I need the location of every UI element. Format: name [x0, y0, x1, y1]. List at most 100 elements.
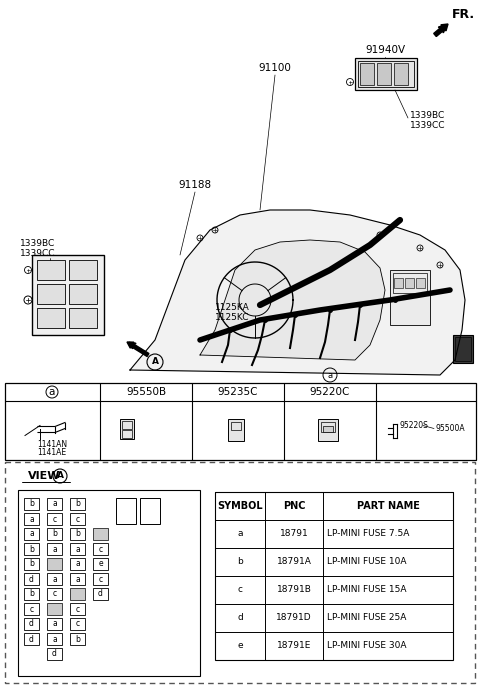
Text: b: b: [29, 590, 34, 599]
Text: 18791A: 18791A: [276, 557, 312, 566]
Bar: [70, 588, 85, 600]
Text: c: c: [75, 605, 80, 614]
Bar: [70, 618, 85, 630]
Text: a: a: [52, 574, 57, 583]
Bar: [37, 308, 65, 328]
Text: 95220C: 95220C: [310, 387, 350, 397]
Bar: [24, 543, 39, 555]
Text: LP-MINI FUSE 7.5A: LP-MINI FUSE 7.5A: [327, 530, 409, 539]
Bar: [24, 573, 39, 585]
Text: LP-MINI FUSE 25A: LP-MINI FUSE 25A: [327, 614, 407, 623]
Text: b: b: [29, 544, 34, 554]
Bar: [70, 528, 85, 540]
Text: 1125KC: 1125KC: [215, 312, 250, 321]
FancyArrow shape: [434, 24, 448, 36]
Text: A: A: [57, 471, 63, 480]
Text: a: a: [75, 559, 80, 568]
Text: c: c: [98, 574, 103, 583]
Bar: [47, 618, 62, 630]
Text: a: a: [52, 544, 57, 554]
Text: a: a: [29, 530, 34, 539]
Text: b: b: [29, 559, 34, 568]
Text: SYMBOL: SYMBOL: [217, 501, 263, 511]
Text: LP-MINI FUSE 30A: LP-MINI FUSE 30A: [327, 641, 407, 650]
Text: b: b: [52, 530, 57, 539]
Bar: [321, 422, 335, 431]
Bar: [140, 498, 160, 524]
Text: 1141AE: 1141AE: [37, 448, 67, 457]
Text: a: a: [237, 530, 243, 539]
Bar: [453, 335, 473, 363]
Bar: [47, 573, 62, 585]
Bar: [47, 603, 62, 615]
Text: c: c: [52, 515, 57, 524]
Text: d: d: [52, 649, 57, 658]
Text: 95500A: 95500A: [436, 424, 466, 433]
Bar: [24, 558, 39, 570]
Bar: [455, 337, 471, 361]
Text: PART NAME: PART NAME: [357, 501, 420, 511]
Text: 1125KA: 1125KA: [215, 303, 250, 312]
Text: c: c: [29, 605, 34, 614]
Bar: [24, 618, 39, 630]
FancyArrow shape: [127, 342, 149, 356]
Text: a: a: [52, 634, 57, 643]
Bar: [24, 513, 39, 525]
Bar: [5, 383, 476, 460]
Bar: [405, 278, 414, 288]
Text: a: a: [75, 574, 80, 583]
Text: 95220S: 95220S: [399, 421, 428, 430]
Text: a: a: [49, 387, 55, 397]
Bar: [355, 58, 417, 90]
Bar: [69, 308, 97, 328]
Text: VIEW: VIEW: [28, 471, 60, 481]
Bar: [47, 543, 62, 555]
Text: d: d: [237, 614, 243, 623]
Bar: [47, 558, 62, 570]
Bar: [47, 513, 62, 525]
Text: a: a: [75, 544, 80, 554]
Text: a: a: [327, 371, 333, 380]
Bar: [416, 278, 425, 288]
Text: b: b: [237, 557, 243, 566]
Bar: [47, 648, 62, 660]
Bar: [290, 262, 315, 280]
Bar: [32, 255, 104, 335]
Bar: [393, 273, 427, 293]
Bar: [116, 498, 136, 524]
Bar: [70, 573, 85, 585]
Text: 1339CC: 1339CC: [410, 120, 445, 129]
Bar: [231, 422, 241, 429]
Bar: [24, 633, 39, 645]
Bar: [70, 633, 85, 645]
Bar: [70, 543, 85, 555]
Text: d: d: [29, 619, 34, 629]
Text: e: e: [98, 559, 103, 568]
Bar: [24, 528, 39, 540]
Bar: [37, 260, 65, 280]
Text: c: c: [52, 590, 57, 599]
Text: LP-MINI FUSE 10A: LP-MINI FUSE 10A: [327, 557, 407, 566]
Text: A: A: [152, 358, 158, 367]
Text: d: d: [29, 634, 34, 643]
Bar: [323, 425, 333, 431]
Text: 91100: 91100: [259, 63, 291, 73]
Text: 18791E: 18791E: [277, 641, 311, 650]
Bar: [69, 260, 97, 280]
Text: c: c: [98, 544, 103, 554]
Text: b: b: [75, 530, 80, 539]
Bar: [93, 543, 108, 555]
Bar: [37, 284, 65, 304]
Text: 91188: 91188: [179, 180, 212, 190]
Bar: [394, 278, 403, 288]
Bar: [70, 558, 85, 570]
Bar: [377, 63, 391, 85]
Text: 95235C: 95235C: [218, 387, 258, 397]
Text: c: c: [75, 619, 80, 629]
Text: c: c: [75, 515, 80, 524]
Text: FR.: FR.: [452, 8, 475, 21]
Bar: [93, 528, 108, 540]
Bar: [93, 558, 108, 570]
Text: a: a: [29, 515, 34, 524]
Text: 18791B: 18791B: [276, 585, 312, 594]
